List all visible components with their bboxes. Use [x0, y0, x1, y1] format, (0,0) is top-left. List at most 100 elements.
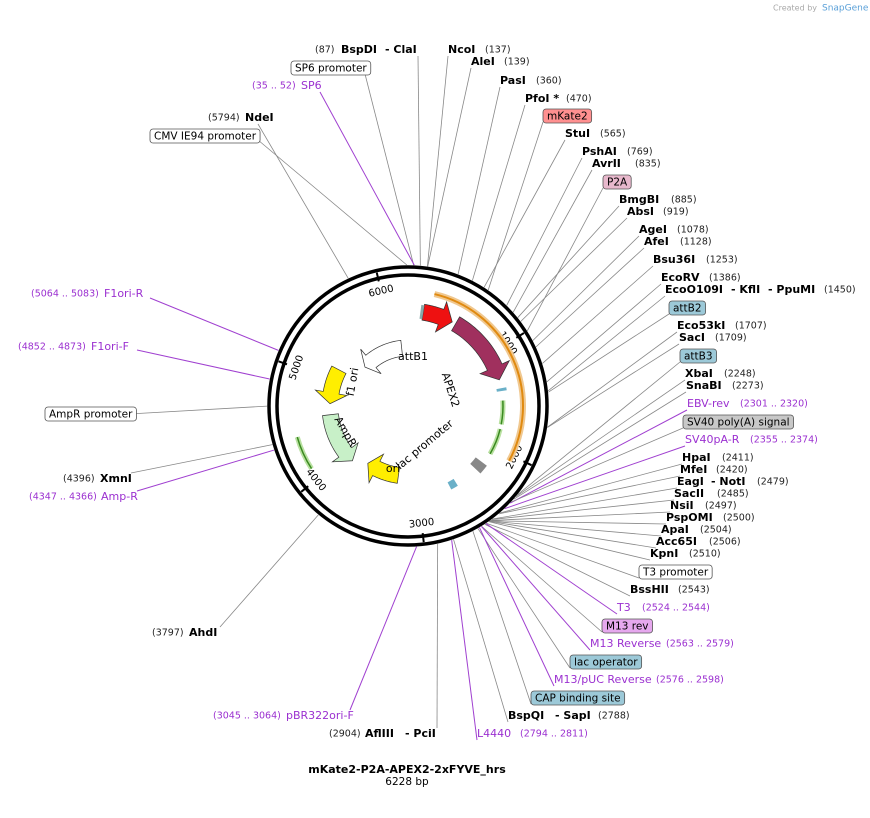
- leader-line: [481, 525, 603, 633]
- site-position: (470): [566, 94, 592, 105]
- leader-line: [481, 526, 591, 651]
- leader-line: [535, 247, 645, 348]
- leader-line: [427, 55, 449, 267]
- leader-line: [506, 157, 583, 306]
- site-position: (2788): [598, 711, 630, 722]
- credit: Created by: [773, 4, 817, 13]
- feature-name: CMV IE94 promoter: [154, 131, 257, 143]
- site-name: - SapI: [555, 709, 591, 722]
- feature-name: AmpR promoter: [49, 409, 133, 421]
- site-position: (2485): [717, 489, 749, 500]
- site-name: AfeI: [644, 235, 669, 248]
- primer-label: F1ori-F: [91, 340, 129, 353]
- apex2-arrow: [451, 316, 511, 381]
- leader-line: [472, 531, 532, 705]
- leader-line: [520, 217, 628, 322]
- leader-line: [547, 295, 666, 392]
- tick: [421, 533, 425, 543]
- site-name: AgeI: [639, 223, 667, 236]
- feature-label: ori: [386, 462, 400, 475]
- site-name: NcoI: [448, 43, 475, 56]
- labels: (87) BspDI - ClaI NcoI (137)AleI (139) SP6 pro…: [18, 43, 856, 740]
- leader-line: [349, 546, 417, 711]
- mkate2-arrow: [421, 300, 453, 333]
- leader-line: [488, 521, 651, 561]
- site-name: PshAI: [582, 145, 617, 158]
- site-name: AleI: [471, 55, 495, 68]
- ring-inner: [275, 273, 541, 539]
- feature-label: f1 ori: [344, 367, 362, 398]
- primer-label: EBV-rev: [687, 397, 730, 410]
- leader-line: [257, 123, 349, 279]
- feature-box: [668, 300, 706, 316]
- site-position: (1386): [709, 273, 741, 284]
- site-position: (885): [671, 195, 697, 206]
- site-name: SacII: [674, 487, 704, 500]
- site-name: BssHII: [630, 583, 669, 596]
- leader-line: [136, 449, 275, 492]
- primer-label: M13/pUC Reverse: [554, 673, 652, 686]
- feature-box: [149, 128, 261, 144]
- feature-box: [638, 564, 713, 580]
- feature-name: P2A: [607, 177, 628, 189]
- primer-label: F1ori-R: [104, 287, 144, 300]
- feature-name: CAP binding site: [535, 693, 621, 705]
- leader-line: [512, 169, 593, 313]
- feature-box: [290, 60, 372, 76]
- leader-line: [489, 520, 657, 549]
- feature-name: mKate2: [547, 111, 588, 123]
- site-position: (137): [485, 45, 511, 56]
- leader-line: [219, 514, 319, 628]
- site-name: MfeI: [680, 463, 707, 476]
- ring-outer: [267, 265, 549, 547]
- primer-label: (2563 .. 2579): [666, 639, 734, 650]
- ampr-orf-core: [296, 436, 313, 470]
- site-position: (3797): [152, 628, 184, 639]
- leader-line: [511, 427, 684, 503]
- tick: [522, 460, 532, 467]
- tick-label: 3000: [408, 517, 435, 531]
- site-position: (2506): [709, 537, 741, 548]
- map-name: mKate2-P2A-APEX2-2xFYVE_hrs: [308, 763, 506, 776]
- site-position: (2543): [678, 585, 710, 596]
- site-name: PspOMI: [666, 511, 713, 524]
- leader-line: [417, 55, 421, 266]
- primer-label: pBR322ori-F: [286, 709, 354, 722]
- site-name: KpnI: [650, 547, 678, 560]
- leader-line: [510, 409, 688, 504]
- site-position: (2904): [329, 729, 361, 740]
- primer-label: (2576 .. 2598): [656, 675, 724, 686]
- primer-label: (3045 .. 3064): [213, 711, 281, 722]
- site-name: XbaI: [685, 367, 713, 380]
- tick: [300, 485, 309, 493]
- leader-line: [477, 528, 571, 669]
- site-name: XmnI: [100, 472, 132, 485]
- site-name: AflIII: [365, 727, 394, 740]
- primer-label: (2301 .. 2320): [740, 399, 808, 410]
- site-position: (2273): [732, 381, 764, 392]
- site-position: (1078): [677, 225, 709, 236]
- feature-box: [569, 654, 643, 670]
- leader-line: [483, 139, 566, 288]
- orf-arc-core: [434, 293, 524, 462]
- site-name: - PpuMI: [768, 283, 815, 296]
- feature-label: lac promoter: [394, 417, 457, 473]
- primer-label: SV40pA-R: [685, 433, 740, 446]
- site-name: Acc65I: [656, 535, 697, 548]
- site-name: AhdI: [189, 626, 217, 639]
- site-position: (769): [627, 147, 653, 158]
- site-position: (1128): [680, 237, 712, 248]
- site-name: EagI: [677, 475, 704, 488]
- feature-box: [682, 414, 794, 430]
- leader-line: [257, 139, 408, 266]
- cmv-arrow: [360, 340, 403, 375]
- site-name: Eco53kI: [677, 319, 725, 332]
- site-name: StuI: [565, 127, 590, 140]
- site-name: PfoI *: [525, 92, 559, 105]
- leader-line: [515, 379, 686, 497]
- leader-line: [504, 445, 686, 510]
- feature-name: M13 rev: [606, 621, 649, 633]
- site-position: (139): [504, 57, 530, 68]
- primer-label: (2355 .. 2374): [750, 435, 818, 446]
- feature-name: SV40 poly(A) signal: [687, 417, 790, 429]
